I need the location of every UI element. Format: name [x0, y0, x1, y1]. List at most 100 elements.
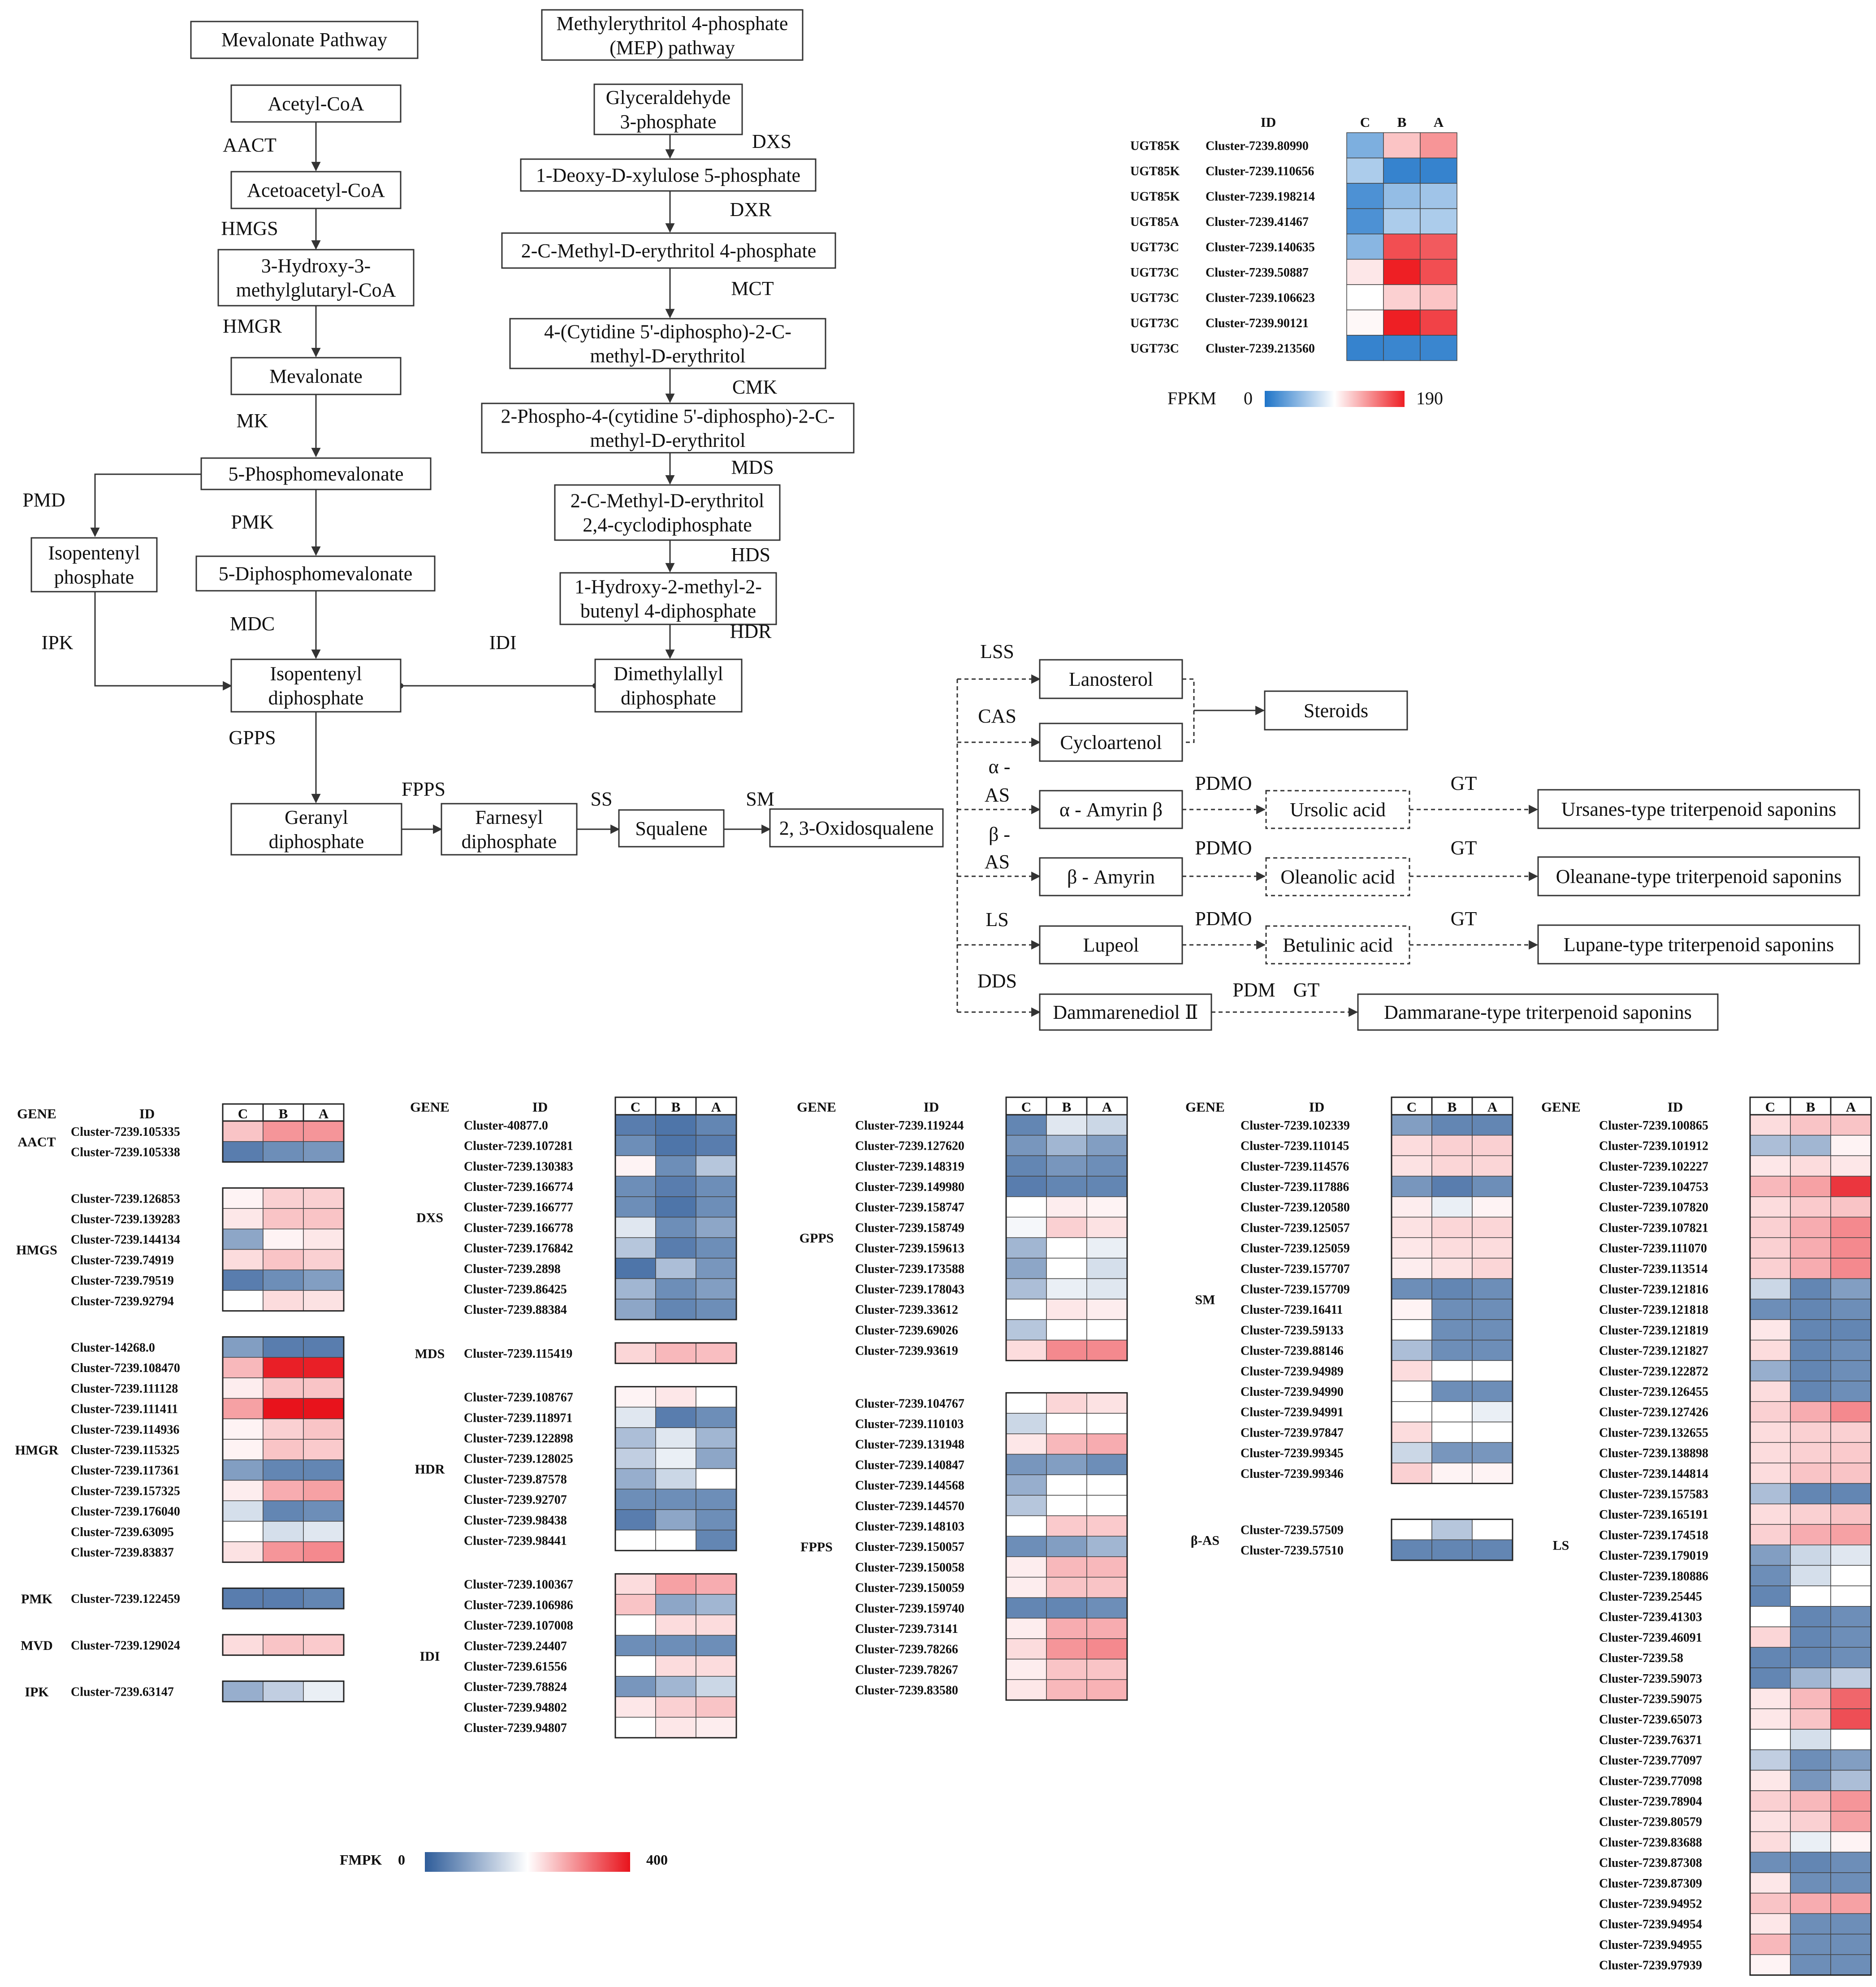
panel-row-id: Cluster-7239.105335	[71, 1125, 180, 1139]
node-gpp-label: Geranyl	[285, 806, 348, 828]
panel-row-id: Cluster-7239.119244	[855, 1119, 964, 1133]
heatmap-cell	[696, 1386, 737, 1408]
heatmap-cell	[655, 1299, 696, 1320]
panel-row-id: Cluster-7239.94952	[1599, 1897, 1702, 1911]
enzyme-hds: HDS	[731, 544, 770, 566]
panel-row-id: Cluster-7239.61556	[464, 1660, 567, 1674]
panel-row-id: Cluster-7239.107008	[464, 1619, 573, 1633]
heatmap-cell	[1472, 1401, 1513, 1423]
heatmap-cell	[1790, 1134, 1831, 1156]
heatmap-cell	[222, 1269, 264, 1291]
ugt-cell	[1346, 335, 1384, 361]
heatmap-cell	[1046, 1216, 1087, 1238]
panel-row-id: Cluster-7239.144814	[1599, 1467, 1708, 1481]
node-fpp: Farnesyl diphosphate	[441, 803, 578, 856]
group-block-border	[614, 1342, 737, 1364]
enzyme-pdmo1: PDMO	[1195, 772, 1252, 794]
panel-row-id: Cluster-7239.94991	[1241, 1406, 1344, 1420]
heatmap-cell	[1830, 1626, 1872, 1648]
heatmap-cell	[1472, 1176, 1513, 1197]
panel-row-id: Cluster-7239.83688	[1599, 1835, 1702, 1849]
node-dp5mev: 5-Diphosphomevalonate	[195, 555, 436, 592]
heatmap-cell	[1006, 1515, 1047, 1537]
panel-row-id: Cluster-7239.94955	[1599, 1938, 1702, 1952]
heatmap-cell	[696, 1278, 737, 1300]
heatmap-cell	[1790, 1892, 1831, 1914]
ugt-cell	[1420, 208, 1457, 234]
heatmap-cell	[1750, 1503, 1791, 1525]
panel-row-id: Cluster-7239.88384	[464, 1303, 567, 1317]
heatmap-cell	[1391, 1258, 1432, 1279]
ugt-cell	[1346, 183, 1384, 209]
node-ursanes: Ursanes-type triterpenoid saponins	[1537, 789, 1860, 829]
heatmap-cell	[615, 1489, 656, 1510]
heatmap-cell	[1750, 1176, 1791, 1197]
panel-row-id: Cluster-7239.77098	[1599, 1774, 1702, 1788]
heatmap-cell	[1086, 1413, 1128, 1434]
heatmap-cell	[1830, 1483, 1872, 1505]
panel-row-id: Cluster-7239.122898	[464, 1432, 573, 1446]
heatmap-cell	[1830, 1319, 1872, 1341]
ugt-gene-label: UGT73C	[1130, 240, 1179, 254]
heatmap-cell	[1431, 1319, 1473, 1341]
heatmap-cell	[1830, 1770, 1872, 1791]
heatmap-cell	[655, 1594, 696, 1615]
heatmap-cell	[615, 1717, 656, 1738]
heatmap-cell	[303, 1141, 344, 1163]
panel-row-id: Cluster-7239.120580	[1241, 1201, 1350, 1215]
enzyme-aas2: AS	[985, 784, 1010, 806]
heatmap-cell	[1006, 1536, 1047, 1557]
panel-col-A: A	[1846, 1099, 1856, 1115]
heatmap-cell	[1006, 1299, 1047, 1320]
heatmap-cell	[1830, 1954, 1872, 1976]
panel-row-id: Cluster-7239.157583	[1599, 1487, 1708, 1501]
heatmap-cell	[615, 1407, 656, 1428]
heatmap-cell	[1472, 1442, 1513, 1463]
heatmap-cell	[1750, 1811, 1791, 1832]
heatmap-cell	[1472, 1134, 1513, 1156]
panel-row-id: Cluster-7239.105338	[71, 1146, 180, 1160]
heatmap-cell	[1830, 1134, 1872, 1156]
panel-row-id: Cluster-7239.108767	[464, 1391, 573, 1405]
heatmap-cell	[1750, 1913, 1791, 1935]
node-ipp-label: Isopentenyl	[270, 663, 362, 685]
heatmap-cell	[1830, 1216, 1872, 1238]
panel-col-C: C	[1765, 1099, 1775, 1115]
panel-row-id: Cluster-7239.140847	[855, 1458, 964, 1472]
heatmap-cell	[303, 1290, 344, 1312]
heatmap-cell	[1006, 1638, 1047, 1660]
node-cdpme-label: 4-(Cytidine 5'-diphospho)-2-C-	[544, 321, 791, 343]
heatmap-cell	[1391, 1463, 1432, 1484]
heatmap-cell	[263, 1418, 304, 1440]
ugt-cell	[1420, 259, 1457, 285]
heatmap-panel-4: GENE ID C B A Cluster-7239.102339 Cluster-7239…	[1185, 1096, 1513, 1561]
panel-col-C: C	[1021, 1099, 1031, 1115]
heatmap-cell	[1830, 1934, 1872, 1955]
ugt-heatmap: ID C B A UGT85K Cluster-7239.80990 UGT85K Clust…	[1130, 114, 1457, 408]
heatmap-cell	[1472, 1339, 1513, 1361]
node-squalene: Squalene	[618, 809, 725, 848]
ugt-col-B: B	[1397, 114, 1407, 130]
heatmap-cell	[615, 1155, 656, 1177]
panel-row-id: Cluster-7239.110103	[855, 1417, 964, 1431]
group-block-border	[222, 1336, 345, 1563]
heatmap-cell	[655, 1509, 696, 1531]
heatmap-cell	[1750, 1770, 1791, 1791]
fmpk-legend: FMPK 0 400	[340, 1852, 668, 1872]
panel-row-id: Cluster-7239.139283	[71, 1212, 180, 1226]
panel-gene-label: FPPS	[800, 1540, 833, 1554]
node-dxp-label: 1-Deoxy-D-xylulose 5-phosphate	[536, 165, 800, 186]
panel-row-id: Cluster-7239.63095	[71, 1525, 174, 1539]
heatmap-cell	[1046, 1413, 1087, 1434]
heatmap-cell	[1750, 1299, 1791, 1320]
enzyme-mk: MK	[237, 410, 268, 432]
node-squalene-label: Squalene	[635, 818, 707, 840]
enzyme-gt3: GT	[1451, 908, 1477, 930]
panel-row-id: Cluster-7239.94990	[1241, 1385, 1344, 1399]
node-mevalonate: Mevalonate	[230, 357, 402, 395]
panel-row-id: Cluster-7239.150058	[855, 1561, 964, 1575]
heatmap-cell	[1750, 1954, 1791, 1976]
heatmap-cell	[1046, 1658, 1087, 1680]
heatmap-cell	[1750, 1790, 1791, 1812]
